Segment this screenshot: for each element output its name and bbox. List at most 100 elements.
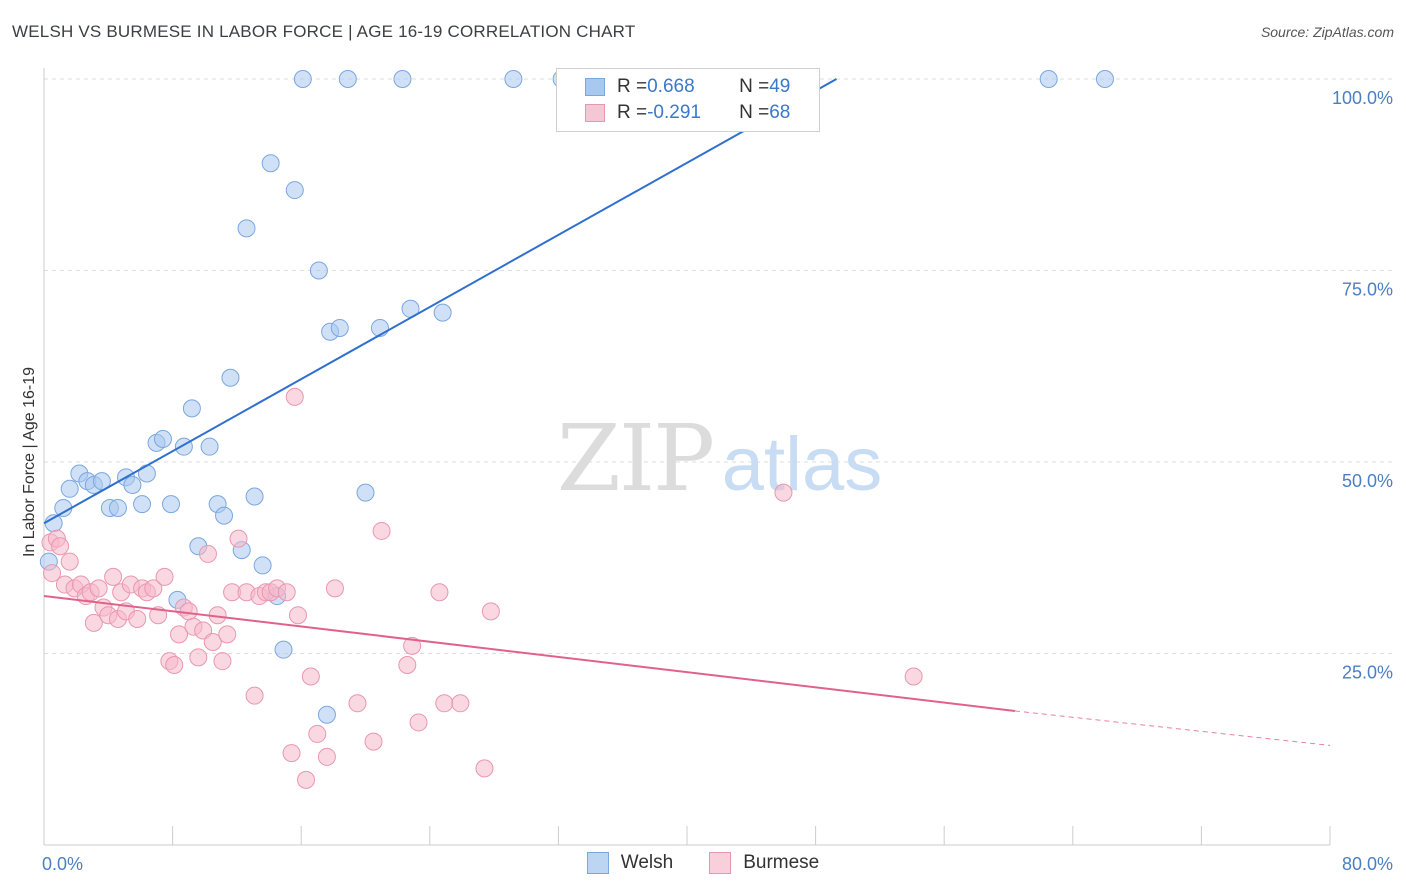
y-tick-label: 75.0% — [1342, 280, 1393, 300]
burmese-point — [128, 610, 147, 629]
burmese-point — [774, 483, 793, 502]
welsh-r-label: R = — [617, 76, 648, 97]
legend-item-burmese: Burmese — [709, 852, 819, 874]
burmese-point — [372, 521, 391, 540]
welsh-point — [338, 70, 357, 88]
watermark: ZIP atlas — [557, 405, 882, 512]
burmese-point — [297, 770, 316, 789]
burmese-point — [403, 636, 422, 655]
burmese-point — [317, 747, 336, 766]
burmese-point — [430, 583, 449, 602]
welsh-point — [237, 219, 256, 238]
legend-row-welsh: R = 0.668 N = 49 — [557, 74, 790, 100]
burmese-r-label: R = — [617, 102, 648, 123]
welsh-legend-label: Welsh — [620, 852, 674, 873]
welsh-n-label: N = — [739, 76, 770, 97]
burmese-point — [189, 648, 208, 667]
burmese-point — [277, 583, 296, 602]
chart-title: WELSH VS BURMESE IN LABOR FORCE | AGE 16… — [12, 22, 636, 41]
burmese-point — [285, 387, 304, 406]
burmese-point — [481, 602, 500, 621]
burmese-point — [144, 579, 163, 598]
burmese-point — [364, 732, 383, 751]
welsh-point — [261, 154, 280, 173]
burmese-point — [348, 694, 367, 713]
burmese-point — [325, 579, 344, 598]
burmese-swatch — [585, 104, 605, 122]
burmese-legend-swatch — [709, 852, 732, 874]
welsh-point — [293, 70, 312, 88]
burmese-point — [165, 655, 184, 674]
burmese-trend-line — [43, 595, 1016, 712]
y-tick-label: 100.0% — [1332, 88, 1393, 108]
welsh-r-value: 0.668 — [647, 76, 695, 97]
welsh-point — [153, 430, 172, 449]
welsh-point — [393, 70, 412, 88]
burmese-point — [282, 744, 301, 763]
burmese-point — [170, 625, 189, 644]
welsh-point — [133, 495, 152, 514]
welsh-legend-swatch — [586, 852, 609, 874]
welsh-point — [54, 498, 73, 517]
welsh-point — [317, 705, 336, 724]
y-tick-label: 25.0% — [1342, 663, 1393, 683]
welsh-point — [245, 487, 264, 506]
welsh-point — [330, 318, 349, 337]
burmese-legend-label: Burmese — [743, 852, 820, 873]
welsh-point — [182, 399, 201, 418]
burmese-point — [203, 633, 222, 652]
watermark-zip: ZIP — [557, 405, 713, 512]
y-tick-label: 50.0% — [1342, 471, 1393, 491]
welsh-point — [356, 483, 375, 502]
source-label: Source: ZipAtlas.com — [1260, 24, 1394, 40]
watermark-atlas: atlas — [722, 422, 883, 507]
welsh-trend-line — [43, 78, 837, 525]
welsh-point — [274, 640, 293, 659]
burmese-point — [398, 655, 417, 674]
burmese-point — [218, 625, 237, 644]
welsh-n-value: 49 — [769, 76, 791, 97]
welsh-point — [221, 368, 240, 387]
welsh-swatch — [585, 78, 605, 96]
burmese-point — [104, 567, 123, 586]
burmese-point — [904, 667, 923, 686]
burmese-point — [198, 544, 217, 563]
burmese-point — [194, 621, 213, 640]
burmese-point — [89, 579, 108, 598]
correlation-legend: R = 0.668 N = 49 R = -0.291 N = 68 — [556, 68, 820, 132]
welsh-point — [60, 479, 79, 498]
burmese-point — [245, 686, 264, 705]
welsh-point — [433, 303, 452, 322]
welsh-point — [253, 556, 272, 575]
welsh-point — [108, 498, 127, 517]
burmese-point — [301, 667, 320, 686]
welsh-point — [215, 506, 234, 525]
burmese-point — [60, 552, 79, 571]
welsh-point — [1095, 70, 1114, 88]
burmese-point — [229, 529, 248, 548]
legend-item-welsh: Welsh — [586, 852, 674, 874]
welsh-point — [137, 464, 156, 483]
burmese-point — [179, 602, 198, 621]
welsh-point — [123, 475, 142, 494]
x-tick-label: 80.0% — [1342, 854, 1393, 874]
burmese-point — [435, 694, 454, 713]
welsh-point — [285, 181, 304, 200]
burmese-point — [451, 694, 470, 713]
burmese-point — [288, 606, 307, 625]
welsh-point — [161, 495, 180, 514]
welsh-point — [92, 472, 111, 491]
burmese-point — [213, 652, 232, 671]
burmese-point — [308, 724, 327, 743]
burmese-r-value: -0.291 — [647, 102, 701, 123]
welsh-point — [1039, 70, 1058, 88]
welsh-point — [200, 437, 219, 456]
burmese-point — [51, 537, 70, 556]
burmese-n-label: N = — [739, 102, 770, 123]
burmese-point — [84, 613, 103, 632]
burmese-point — [409, 713, 428, 732]
burmese-trend-extension — [1014, 710, 1331, 746]
burmese-point — [43, 564, 62, 583]
burmese-n-value: 68 — [769, 102, 791, 123]
